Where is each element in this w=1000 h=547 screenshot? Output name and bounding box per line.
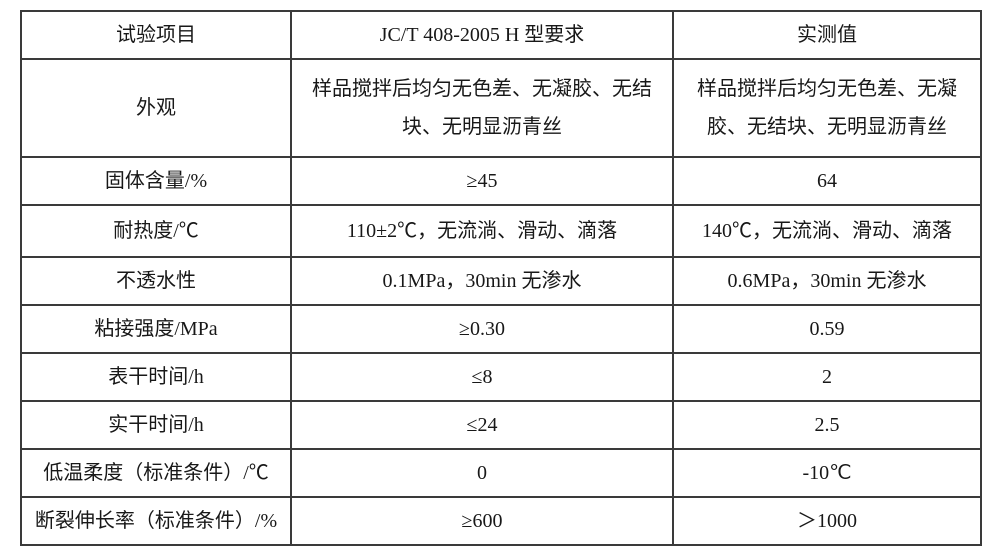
table-row: 固体含量/% ≥45 64 [21, 157, 981, 205]
cell-val: 2.5 [673, 401, 981, 449]
cell-item: 断裂伸长率（标准条件）/% [21, 497, 291, 545]
cell-req: 0.1MPa，30min 无渗水 [291, 257, 673, 305]
cell-item: 实干时间/h [21, 401, 291, 449]
table-container: 试验项目 JC/T 408-2005 H 型要求 实测值 外观 样品搅拌后均匀无… [0, 0, 1000, 547]
col-header: 实测值 [673, 11, 981, 59]
table-header-row: 试验项目 JC/T 408-2005 H 型要求 实测值 [21, 11, 981, 59]
spec-table: 试验项目 JC/T 408-2005 H 型要求 实测值 外观 样品搅拌后均匀无… [20, 10, 982, 546]
cell-val: ＞1000 [673, 497, 981, 545]
table-row: 不透水性 0.1MPa，30min 无渗水 0.6MPa，30min 无渗水 [21, 257, 981, 305]
cell-val: 2 [673, 353, 981, 401]
cell-req: 0 [291, 449, 673, 497]
cell-item: 低温柔度（标准条件）/℃ [21, 449, 291, 497]
cell-req: 样品搅拌后均匀无色差、无凝胶、无结块、无明显沥青丝 [291, 59, 673, 157]
cell-item: 耐热度/℃ [21, 205, 291, 257]
cell-req: ≥45 [291, 157, 673, 205]
table-row: 粘接强度/MPa ≥0.30 0.59 [21, 305, 981, 353]
col-header: JC/T 408-2005 H 型要求 [291, 11, 673, 59]
cell-req: ≥0.30 [291, 305, 673, 353]
col-header: 试验项目 [21, 11, 291, 59]
table-row: 表干时间/h ≤8 2 [21, 353, 981, 401]
cell-val: 0.6MPa，30min 无渗水 [673, 257, 981, 305]
cell-val: 64 [673, 157, 981, 205]
cell-req: ≤8 [291, 353, 673, 401]
cell-req: ≤24 [291, 401, 673, 449]
cell-req: ≥600 [291, 497, 673, 545]
cell-val: 样品搅拌后均匀无色差、无凝胶、无结块、无明显沥青丝 [673, 59, 981, 157]
cell-req: 110±2℃，无流淌、滑动、滴落 [291, 205, 673, 257]
cell-item: 粘接强度/MPa [21, 305, 291, 353]
cell-item: 固体含量/% [21, 157, 291, 205]
table-row: 外观 样品搅拌后均匀无色差、无凝胶、无结块、无明显沥青丝 样品搅拌后均匀无色差、… [21, 59, 981, 157]
cell-val: 140℃，无流淌、滑动、滴落 [673, 205, 981, 257]
cell-val: -10℃ [673, 449, 981, 497]
cell-val: 0.59 [673, 305, 981, 353]
cell-item: 外观 [21, 59, 291, 157]
table-row: 耐热度/℃ 110±2℃，无流淌、滑动、滴落 140℃，无流淌、滑动、滴落 [21, 205, 981, 257]
table-row: 断裂伸长率（标准条件）/% ≥600 ＞1000 [21, 497, 981, 545]
cell-item: 表干时间/h [21, 353, 291, 401]
table-row: 实干时间/h ≤24 2.5 [21, 401, 981, 449]
table-row: 低温柔度（标准条件）/℃ 0 -10℃ [21, 449, 981, 497]
cell-item: 不透水性 [21, 257, 291, 305]
